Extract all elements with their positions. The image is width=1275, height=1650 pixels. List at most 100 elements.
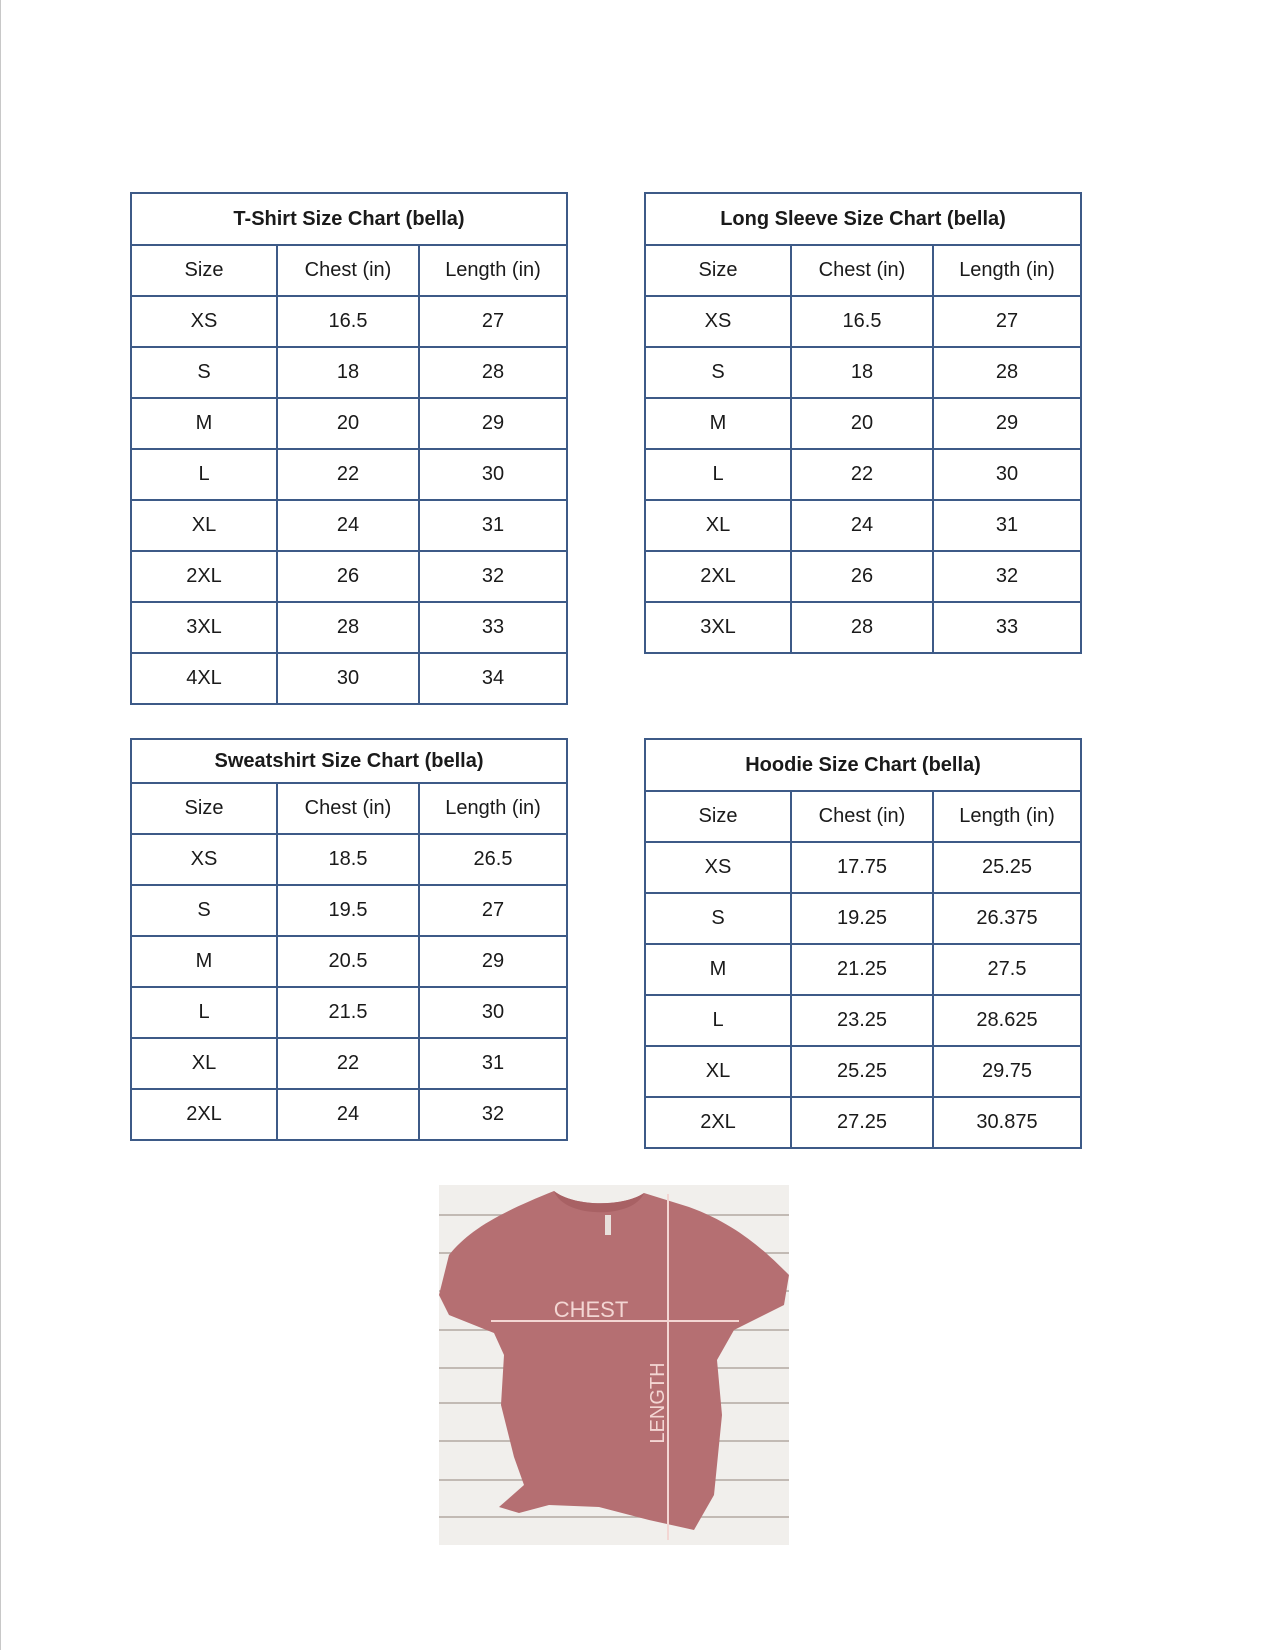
length-cell: 31	[932, 499, 1082, 552]
size-cell: M	[644, 397, 792, 450]
size-cell: S	[644, 346, 792, 399]
size-cell: S	[130, 346, 278, 399]
table-row: M 20 29	[644, 397, 1082, 450]
chest-cell: 17.75	[790, 841, 934, 894]
table-row: S 18 28	[130, 346, 568, 399]
table-header-row: Size Chest (in) Length (in)	[644, 790, 1083, 843]
chest-cell: 20.5	[276, 935, 420, 988]
size-cell: XS	[130, 295, 278, 348]
table-row: S 19.25 26.375	[644, 892, 1083, 945]
chest-cell: 20	[790, 397, 934, 450]
length-cell: 28.625	[931, 994, 1083, 1047]
chest-cell: 28	[276, 601, 420, 654]
size-cell: 3XL	[130, 601, 278, 654]
length-cell: 32	[932, 550, 1082, 603]
column-header: Length (in)	[931, 790, 1083, 843]
hoodie-size-chart: Hoodie Size Chart (bella) Size Chest (in) L…	[643, 738, 1083, 1149]
table-header-row: Size Chest (in) Length (in)	[130, 244, 568, 297]
length-cell: 27	[418, 295, 568, 348]
table-row: XS 16.5 27	[130, 295, 568, 348]
table-title-row: Sweatshirt Size Chart (bella)	[129, 738, 569, 784]
chest-cell: 27.25	[790, 1096, 934, 1149]
size-cell: M	[130, 935, 278, 988]
length-cell: 33	[418, 601, 568, 654]
table-row: XL 22 31	[130, 1037, 569, 1090]
table-row: 3XL 28 33	[644, 601, 1082, 654]
size-cell: 2XL	[644, 550, 792, 603]
table-row: XS 17.75 25.25	[644, 841, 1083, 894]
long-sleeve-size-chart: Long Sleeve Size Chart (bella) Size Chest …	[644, 192, 1082, 654]
table-row: XL 24 31	[130, 499, 568, 552]
column-header: Size	[644, 790, 792, 843]
chest-cell: 20	[276, 397, 420, 450]
chest-cell: 21.25	[790, 943, 934, 996]
length-cell: 26.375	[931, 892, 1083, 945]
size-cell: L	[644, 448, 792, 501]
tshirt-size-chart: T-Shirt Size Chart (bella) Size Chest (in)…	[130, 192, 568, 705]
length-cell: 31	[417, 1037, 569, 1090]
page-edge	[0, 0, 1, 1650]
length-cell: 26.5	[417, 833, 569, 886]
table-title: Hoodie Size Chart (bella)	[643, 738, 1083, 792]
chest-cell: 26	[276, 550, 420, 603]
length-label: LENGTH	[647, 1362, 669, 1443]
length-cell: 31	[418, 499, 568, 552]
length-cell: 32	[418, 550, 568, 603]
chest-cell: 26	[790, 550, 934, 603]
chest-cell: 19.25	[790, 892, 934, 945]
size-cell: XL	[130, 499, 278, 552]
table-row: L 21.5 30	[130, 986, 569, 1039]
chest-cell: 21.5	[276, 986, 420, 1039]
table-row: S 19.5 27	[130, 884, 569, 937]
table-row: 2XL 27.25 30.875	[644, 1096, 1083, 1149]
column-header: Chest (in)	[790, 244, 934, 297]
size-cell: L	[130, 448, 278, 501]
chest-cell: 22	[276, 448, 420, 501]
size-cell: XS	[644, 841, 792, 894]
size-cell: M	[644, 943, 792, 996]
chest-cell: 25.25	[790, 1045, 934, 1098]
length-cell: 29	[418, 397, 568, 450]
chest-label: CHEST	[554, 1297, 629, 1322]
length-cell: 30	[418, 448, 568, 501]
length-cell: 29	[932, 397, 1082, 450]
length-cell: 30	[932, 448, 1082, 501]
length-cell: 28	[418, 346, 568, 399]
chest-cell: 22	[276, 1037, 420, 1090]
table-title: Long Sleeve Size Chart (bella)	[644, 192, 1082, 246]
size-cell: 2XL	[130, 550, 278, 603]
chest-cell: 19.5	[276, 884, 420, 937]
chest-cell: 30	[276, 652, 420, 705]
chest-cell: 24	[790, 499, 934, 552]
size-cell: 2XL	[644, 1096, 792, 1149]
table-row: XL 25.25 29.75	[644, 1045, 1083, 1098]
chest-cell: 18.5	[276, 833, 420, 886]
column-header: Size	[130, 244, 278, 297]
length-cell: 27.5	[931, 943, 1083, 996]
table-row: 2XL 26 32	[644, 550, 1082, 603]
size-cell: S	[644, 892, 792, 945]
table-row: S 18 28	[644, 346, 1082, 399]
chest-cell: 23.25	[790, 994, 934, 1047]
table-row: L 22 30	[644, 448, 1082, 501]
table-row: L 23.25 28.625	[644, 994, 1083, 1047]
tshirt-shape	[439, 1191, 789, 1530]
table-title-row: T-Shirt Size Chart (bella)	[130, 192, 568, 246]
chest-cell: 22	[790, 448, 934, 501]
table-row: M 20 29	[130, 397, 568, 450]
column-header: Chest (in)	[276, 244, 420, 297]
table-title-row: Hoodie Size Chart (bella)	[643, 738, 1083, 792]
column-header: Size	[130, 782, 278, 835]
table-row: 2XL 26 32	[130, 550, 568, 603]
size-cell: 2XL	[130, 1088, 278, 1141]
size-cell: XL	[644, 499, 792, 552]
length-cell: 27	[417, 884, 569, 937]
column-header: Chest (in)	[790, 790, 934, 843]
length-cell: 28	[932, 346, 1082, 399]
length-cell: 30	[417, 986, 569, 1039]
table-row: XS 16.5 27	[644, 295, 1082, 348]
size-cell: XL	[130, 1037, 278, 1090]
column-header: Size	[644, 244, 792, 297]
table-title-row: Long Sleeve Size Chart (bella)	[644, 192, 1082, 246]
size-cell: XS	[644, 295, 792, 348]
